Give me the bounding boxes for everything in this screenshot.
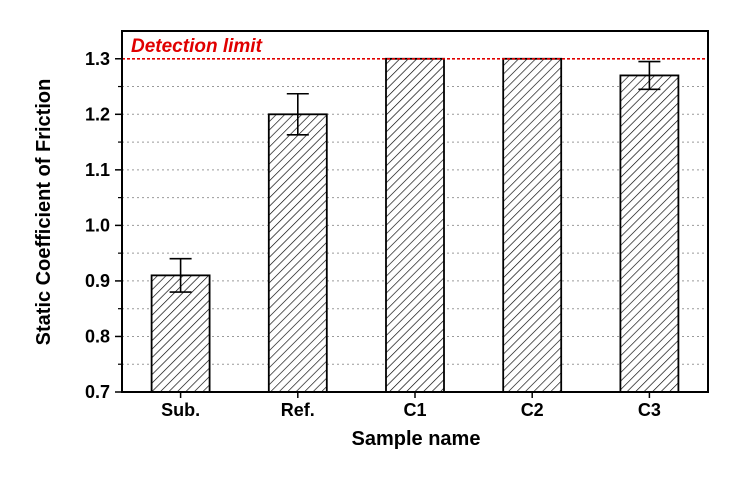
x-tick-label: Ref.: [281, 400, 315, 420]
bar-c3: [619, 74, 680, 393]
plot-frame: [121, 30, 709, 393]
bar-sub: [150, 274, 211, 393]
y-tick-label: 0.9: [85, 271, 110, 291]
detection-limit-label: Detection limit: [131, 36, 263, 57]
y-tick-label: 0.7: [85, 382, 110, 402]
x-tick-label: C1: [403, 400, 426, 420]
x-tick-label: Sub.: [161, 400, 200, 420]
y-axis-title: Static Coefficient of Friction: [33, 79, 55, 346]
x-axis-title: Sample name: [352, 428, 481, 450]
x-tick-label: C3: [638, 400, 661, 420]
y-tick-label: 1.3: [85, 49, 110, 69]
x-tick-label: C2: [521, 400, 544, 420]
y-tick-label: 1.2: [85, 104, 110, 124]
y-tick-label: 1.1: [85, 160, 110, 180]
bar-c2: [502, 57, 563, 393]
bar-c1: [385, 57, 445, 393]
bar-ref: [267, 113, 328, 393]
y-tick-label: 0.8: [85, 326, 110, 346]
y-tick-label: 1.0: [85, 215, 110, 235]
